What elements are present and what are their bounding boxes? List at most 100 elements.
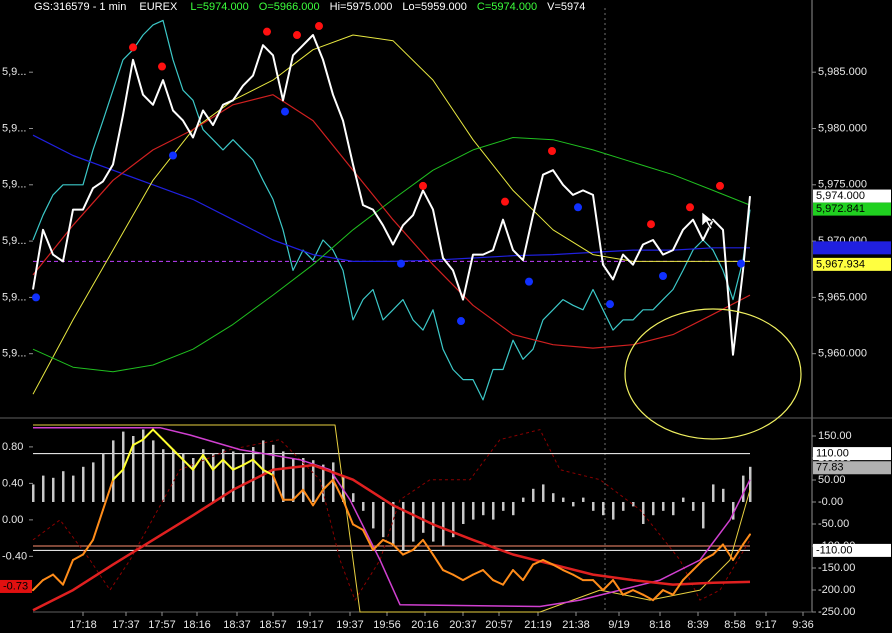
histogram-bar: [282, 451, 285, 502]
x-tick-label: 18:57: [259, 619, 287, 631]
histogram-bar: [512, 502, 515, 516]
x-tick-label: 9/19: [608, 619, 629, 631]
oscillator-segment: [642, 593, 654, 602]
histogram-bar: [262, 440, 265, 502]
y-tick-label: 5,9...: [2, 348, 26, 360]
oscillator-segment: [412, 538, 424, 551]
value-box: [813, 447, 891, 461]
signal-dot: [548, 147, 556, 156]
histogram-bar: [42, 475, 45, 502]
histogram-bar: [742, 475, 745, 502]
value-box-label: 5,974.000: [816, 190, 865, 202]
value-box-label: 77.83: [816, 462, 844, 474]
y-tick-label: 150.00: [818, 430, 852, 442]
histogram-bar: [402, 502, 405, 551]
oscillator-segment: [232, 464, 244, 471]
series-line: [32, 94, 751, 349]
y-tick-label: 5,9...: [2, 291, 26, 303]
x-tick-label: 19:37: [336, 619, 364, 631]
quote-field: Hi=5975.000: [329, 1, 393, 13]
oscillator-segment: [72, 553, 84, 562]
oscillator-segment: [332, 478, 344, 501]
oscillator-segment: [732, 543, 744, 562]
oscillator-segment: [252, 458, 264, 471]
oscillator-segment: [492, 579, 504, 586]
y-tick-label: -150.00: [818, 562, 855, 574]
signal-dot: [419, 181, 427, 190]
oscillator-segment: [572, 573, 584, 582]
signal-dot: [659, 272, 667, 280]
histogram-bar: [432, 502, 435, 542]
signal-dot: [716, 181, 724, 190]
series-line: [32, 429, 751, 601]
y-tick-label: 5,985.000: [818, 66, 867, 78]
oscillator-segment: [32, 579, 44, 592]
histogram-bar: [62, 471, 65, 502]
histogram-bar: [92, 462, 95, 502]
oscillator-segment: [242, 458, 254, 467]
signal-dot: [606, 300, 614, 309]
value-box-label: 110.00: [816, 448, 849, 460]
histogram-bar: [102, 453, 105, 502]
oscillator-segment: [342, 498, 354, 526]
histogram-bar: [712, 484, 715, 502]
oscillator-segment: [312, 488, 324, 507]
y-tick-label: -200.00: [818, 584, 855, 596]
histogram-bar: [462, 502, 465, 524]
oscillator-segment: [592, 579, 604, 592]
histogram-bar: [142, 429, 145, 502]
signal-dot: [574, 203, 582, 212]
oscillator-segment: [552, 563, 564, 572]
oscillator-segment: [352, 523, 364, 531]
value-box: [813, 257, 891, 271]
histogram-bar: [472, 502, 475, 520]
value-box: [813, 202, 891, 216]
oscillator-segment: [702, 553, 714, 562]
oscillator-segment: [272, 474, 284, 501]
signal-dot: [315, 22, 323, 31]
y-tick-label: 0.40: [2, 477, 23, 489]
histogram-bar: [232, 451, 235, 502]
y-tick-label: 5,9...: [2, 122, 26, 134]
histogram-bar: [412, 502, 415, 542]
oscillator-segment: [292, 488, 304, 501]
histogram-bar: [482, 502, 485, 516]
oscillator-segment: [102, 478, 114, 511]
histogram-bar: [502, 502, 505, 511]
annotation-ellipse: [624, 308, 802, 440]
y-tick-label: -250.00: [818, 606, 855, 618]
x-tick-label: 19:56: [373, 619, 401, 631]
histogram-bar: [362, 502, 365, 511]
x-tick-label: 21:19: [524, 619, 552, 631]
oscillator-segment: [392, 543, 404, 556]
y-tick-label: 5,9...: [2, 66, 26, 78]
oscillator-segment: [82, 538, 94, 556]
signal-dot: [737, 259, 745, 268]
histogram-bar: [422, 502, 425, 533]
histogram-bar: [392, 502, 395, 546]
mouse-cursor: [701, 211, 714, 230]
value-box: [0, 579, 32, 593]
oscillator-segment: [302, 488, 314, 507]
histogram-bar: [272, 444, 275, 502]
histogram-bar: [662, 502, 665, 511]
value-box-label: 5,972.841: [816, 203, 865, 215]
oscillator-segment: [662, 589, 674, 596]
oscillator-segment: [502, 569, 514, 586]
y-tick-label: 5,9...: [2, 235, 26, 247]
y-tick-label: 5,960.000: [818, 348, 867, 360]
quote-field: O=5966.000: [258, 1, 320, 13]
oscillator-segment: [372, 538, 384, 551]
histogram-bar: [572, 502, 575, 507]
histogram-bar: [192, 458, 195, 502]
histogram-bar: [292, 458, 295, 502]
oscillator-segment: [532, 559, 544, 566]
series-line: [32, 134, 750, 262]
histogram-bar: [452, 502, 455, 538]
oscillator-segment: [142, 428, 154, 441]
y-tick-label: -0.00: [818, 496, 843, 508]
histogram-bar: [672, 502, 675, 516]
histogram-bar: [212, 453, 215, 502]
oscillator-segment: [612, 579, 624, 596]
